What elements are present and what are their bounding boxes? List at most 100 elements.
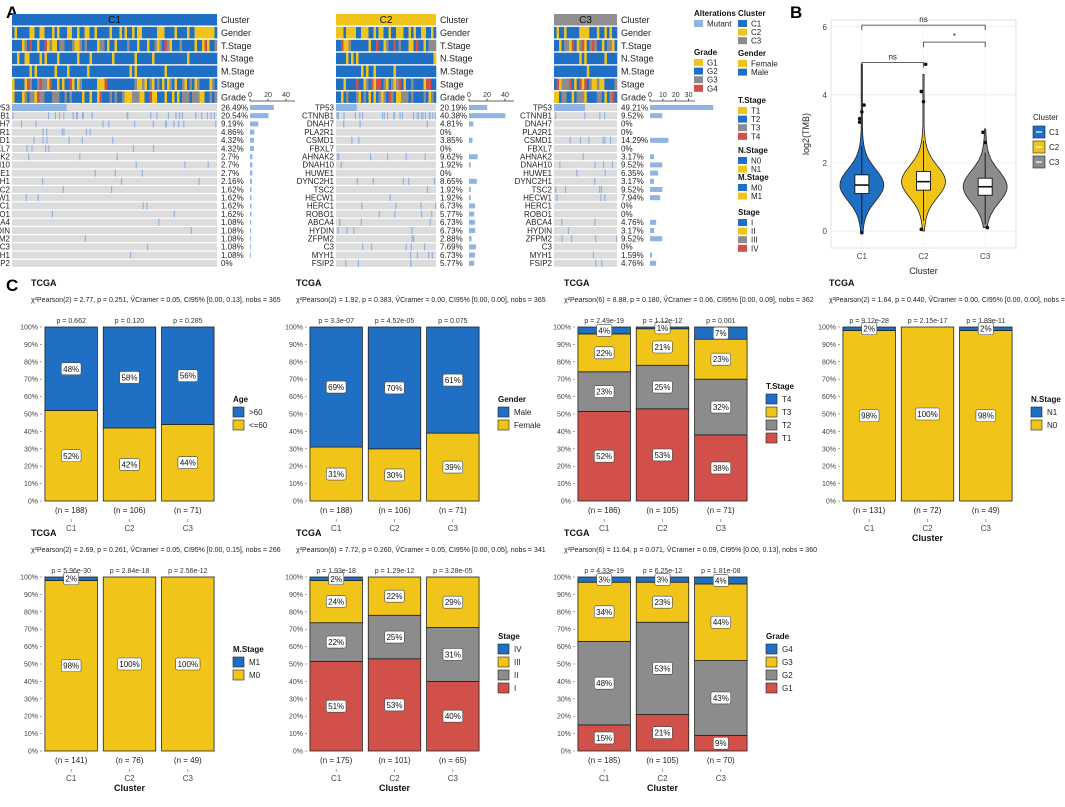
track-cell (57, 52, 60, 65)
track-cell (189, 39, 193, 52)
y-tick-label: 40% (557, 679, 571, 686)
frequency-bar (469, 187, 471, 192)
track-cell (19, 39, 23, 52)
track-cell (371, 52, 374, 65)
track-cell (421, 78, 424, 90)
legend-swatch (738, 184, 747, 191)
gene-row-bg (336, 104, 436, 111)
track-cell (346, 26, 349, 39)
track-label: Cluster (621, 15, 650, 25)
n-label: (n = 188) (55, 506, 88, 515)
legend-label: T2 (751, 115, 761, 124)
track-cell (132, 91, 135, 103)
gene-label: CSMD1 (306, 136, 335, 145)
track-cell (433, 91, 437, 103)
track-cell (596, 26, 600, 39)
track-cell (561, 39, 565, 52)
track-cell (423, 26, 427, 39)
track-cell (393, 91, 397, 103)
track-label: Stage (440, 80, 464, 90)
track-cell (564, 26, 567, 39)
track-cell (358, 65, 362, 78)
legend-swatch (738, 132, 747, 140)
mutation-cell (408, 177, 410, 185)
track-cell (132, 39, 135, 52)
legend-swatch (694, 84, 703, 92)
track-cell (194, 78, 198, 90)
mutation-cell (54, 112, 57, 120)
gene-label: ABCA4 (0, 218, 11, 227)
track-cell (157, 91, 160, 103)
y-tick-label: 20% (24, 464, 38, 471)
track-cell (139, 91, 143, 103)
track-cell (134, 39, 138, 52)
track-cell (49, 65, 53, 78)
track-cell (391, 39, 394, 52)
mutation-cell (72, 112, 74, 120)
track-cell (27, 39, 30, 52)
track-cell (69, 65, 73, 78)
track-cell (606, 52, 610, 65)
track-cell (421, 91, 424, 103)
track-cell (144, 26, 148, 39)
outlier-point (860, 110, 864, 114)
track-cell (154, 78, 158, 90)
track-cell (386, 65, 389, 78)
mutation-cell (111, 186, 113, 193)
track-cell (137, 78, 140, 90)
mutation-cell (63, 112, 65, 120)
gene-frequency: 2.7% (221, 153, 239, 162)
gene-frequency: 0% (440, 144, 452, 153)
track-cell (371, 78, 374, 90)
y-tick-label: 90% (822, 342, 836, 349)
track-cell (169, 91, 173, 103)
y-tick-label: 50% (24, 662, 38, 669)
p-value-label: p = 2.15e-17 (908, 318, 948, 325)
mutation-cell (604, 136, 606, 144)
mutation-cell (420, 202, 422, 210)
track-cell (416, 39, 419, 52)
track-cell (29, 39, 33, 52)
track-cell (611, 91, 615, 103)
track-cell (348, 26, 352, 39)
gene-frequency: 1.92% (440, 161, 463, 170)
frequency-bar (650, 137, 669, 143)
track-cell (72, 52, 75, 65)
track-cell (149, 91, 153, 103)
track-cell (428, 39, 432, 52)
legend-label: G1 (707, 59, 718, 68)
mutation-cell (353, 227, 355, 234)
mutation-cell (348, 104, 351, 111)
mutation-cell (383, 112, 385, 120)
track-cell (571, 78, 575, 90)
track-cell (398, 91, 402, 103)
y-tick-label: 0% (293, 749, 303, 756)
track-cell (423, 52, 427, 65)
data-label-box (119, 458, 140, 471)
track-cell (42, 78, 45, 90)
track-cell (67, 65, 70, 78)
y-tick-label: 4 (823, 91, 828, 100)
track-cell (44, 39, 48, 52)
data-label: 7% (715, 329, 727, 338)
track-cell (202, 91, 205, 103)
track-cell (132, 52, 135, 65)
track-cell (566, 91, 570, 103)
data-label-box (325, 467, 347, 481)
track-cell (162, 39, 165, 52)
gene-frequency: 40.38% (440, 112, 467, 121)
track-cell (341, 52, 344, 65)
track-cell (172, 65, 175, 78)
mutation-cell (564, 186, 567, 193)
mutation-cell (386, 112, 389, 120)
track-cell (591, 78, 595, 90)
gene-label: TP53 (315, 103, 335, 112)
track-cell (127, 65, 130, 78)
mutation-cell (592, 251, 595, 259)
track-cell (137, 39, 140, 52)
oncoplot-legend: AlterationsMutantGradeG1G2G3G4ClusterC1C… (694, 9, 778, 253)
gene-frequency: 3.17% (621, 177, 644, 186)
x-tick-label: C3 (183, 774, 194, 783)
